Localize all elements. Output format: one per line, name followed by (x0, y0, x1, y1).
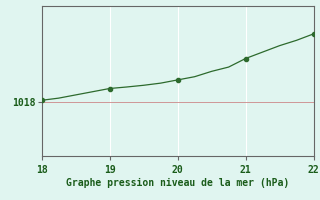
X-axis label: Graphe pression niveau de la mer (hPa): Graphe pression niveau de la mer (hPa) (66, 178, 289, 188)
